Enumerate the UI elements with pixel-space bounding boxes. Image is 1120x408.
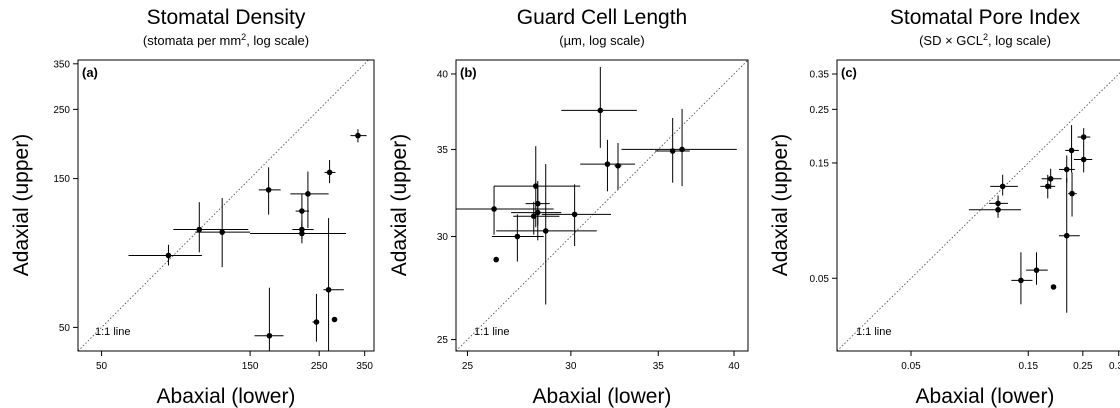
y-tick-label: 350 (53, 59, 70, 70)
one-to-one-line (836, 72, 1120, 352)
chart-title: Stomatal Density (147, 6, 306, 29)
panel-label: (c) (841, 65, 857, 80)
data-point (331, 316, 338, 323)
y-tick-label: 0.25 (810, 105, 830, 116)
data-point (299, 230, 305, 237)
data-point (532, 183, 539, 189)
x-axis-label: Abaxial (lower) (916, 385, 1055, 408)
data-points (456, 66, 737, 305)
panel-stomatal-pore-index: Stomatal Pore Index (SD × GCL2, log scal… (769, 6, 1120, 408)
y-axis-label: Adaxial (upper) (769, 134, 792, 276)
panel-label: (a) (82, 65, 98, 80)
y-axis-label: Adaxial (upper) (10, 134, 33, 276)
x-tick-label: 30 (565, 361, 577, 372)
data-point (493, 256, 500, 263)
data-point (1033, 267, 1040, 273)
reference-line-label: 1:1 line (474, 326, 509, 338)
chart-subtitle: (µm, log scale) (559, 33, 645, 48)
data-point (1063, 166, 1070, 173)
data-point (1063, 232, 1070, 239)
y-tick-label: 50 (59, 323, 71, 334)
y-tick-label: 25 (437, 335, 449, 346)
data-point (1047, 175, 1054, 182)
panel-stomatal-density: Stomatal Density (stomata per mm2, log s… (10, 6, 375, 408)
x-tick-label: 0.25 (1073, 361, 1093, 372)
data-point (604, 161, 611, 167)
x-tick-label: 40 (728, 361, 740, 372)
x-tick-label: 150 (242, 361, 259, 372)
data-point (265, 187, 272, 193)
data-point (266, 332, 273, 339)
y-tick-label: 35 (437, 145, 449, 156)
reference-line-label: 1:1 line (856, 326, 891, 338)
x-tick-label: 0.15 (1019, 361, 1039, 372)
panel-guard-cell-length: Guard Cell Length (µm, log scale) 25 30 35… (388, 6, 749, 408)
x-tick-label: 350 (356, 361, 373, 372)
plot-area: 50 150 250 350 50 150 250 350 (53, 59, 373, 372)
x-tick-label: 0.35 (1109, 361, 1120, 372)
one-to-one-line (455, 59, 749, 352)
y-axis-label: Adaxial (upper) (388, 134, 411, 276)
chart-subtitle: (SD × GCL2, log scale) (919, 32, 1051, 48)
data-point (615, 163, 621, 169)
chart-title: Stomatal Pore Index (890, 6, 1081, 29)
data-point (514, 233, 521, 240)
data-point (1050, 284, 1057, 290)
y-tick-label: 40 (437, 69, 449, 80)
data-point (355, 132, 361, 139)
x-axis-label: Abaxial (lower) (157, 385, 296, 408)
data-point (999, 183, 1006, 190)
plot-frame (455, 59, 749, 352)
panel-label: (b) (460, 65, 477, 80)
data-point (299, 208, 305, 214)
data-point (1080, 134, 1087, 140)
plot-frame (77, 59, 375, 352)
y-tick-label: 0.35 (810, 70, 830, 81)
one-to-one-line (77, 59, 369, 352)
y-tick-label: 30 (437, 232, 449, 243)
plot-area: 0.05 0.15 0.25 0.35 0.05 0.15 0.25 0.35 (810, 70, 1120, 372)
data-point (669, 148, 676, 154)
chart-subtitle: (stomata per mm2, log scale) (143, 32, 309, 48)
data-point (196, 226, 203, 233)
plot-area: 25 30 35 40 25 30 35 40 (437, 59, 749, 372)
x-tick-label: 35 (653, 361, 665, 372)
data-point (1080, 156, 1087, 163)
y-tick-label: 0.15 (810, 158, 830, 169)
data-point (325, 286, 332, 293)
x-tick-label: 0.05 (901, 361, 921, 372)
data-point (1044, 183, 1051, 190)
y-tick-label: 250 (53, 105, 70, 116)
data-point (1018, 277, 1024, 284)
data-point (995, 206, 1001, 213)
data-points (968, 125, 1093, 313)
data-point (165, 252, 172, 259)
plot-frame (836, 59, 1120, 352)
data-point (1069, 190, 1075, 197)
data-point (326, 169, 333, 176)
data-points (128, 129, 367, 351)
data-point (219, 229, 225, 235)
data-point (597, 107, 604, 114)
x-tick-label: 50 (96, 361, 108, 372)
data-point (530, 213, 537, 219)
y-tick-label: 150 (53, 174, 70, 185)
data-point (1068, 147, 1075, 154)
data-point (313, 319, 320, 325)
data-point (491, 206, 497, 212)
data-point (534, 209, 541, 216)
chart-title: Guard Cell Length (517, 6, 687, 29)
x-tick-label: 250 (311, 361, 328, 372)
data-point (305, 191, 311, 197)
x-tick-label: 25 (462, 361, 474, 372)
data-point (542, 228, 549, 234)
y-tick-label: 0.05 (810, 274, 830, 285)
x-axis-label: Abaxial (lower) (533, 385, 672, 408)
data-point (571, 211, 578, 218)
reference-line-label: 1:1 line (95, 326, 130, 338)
